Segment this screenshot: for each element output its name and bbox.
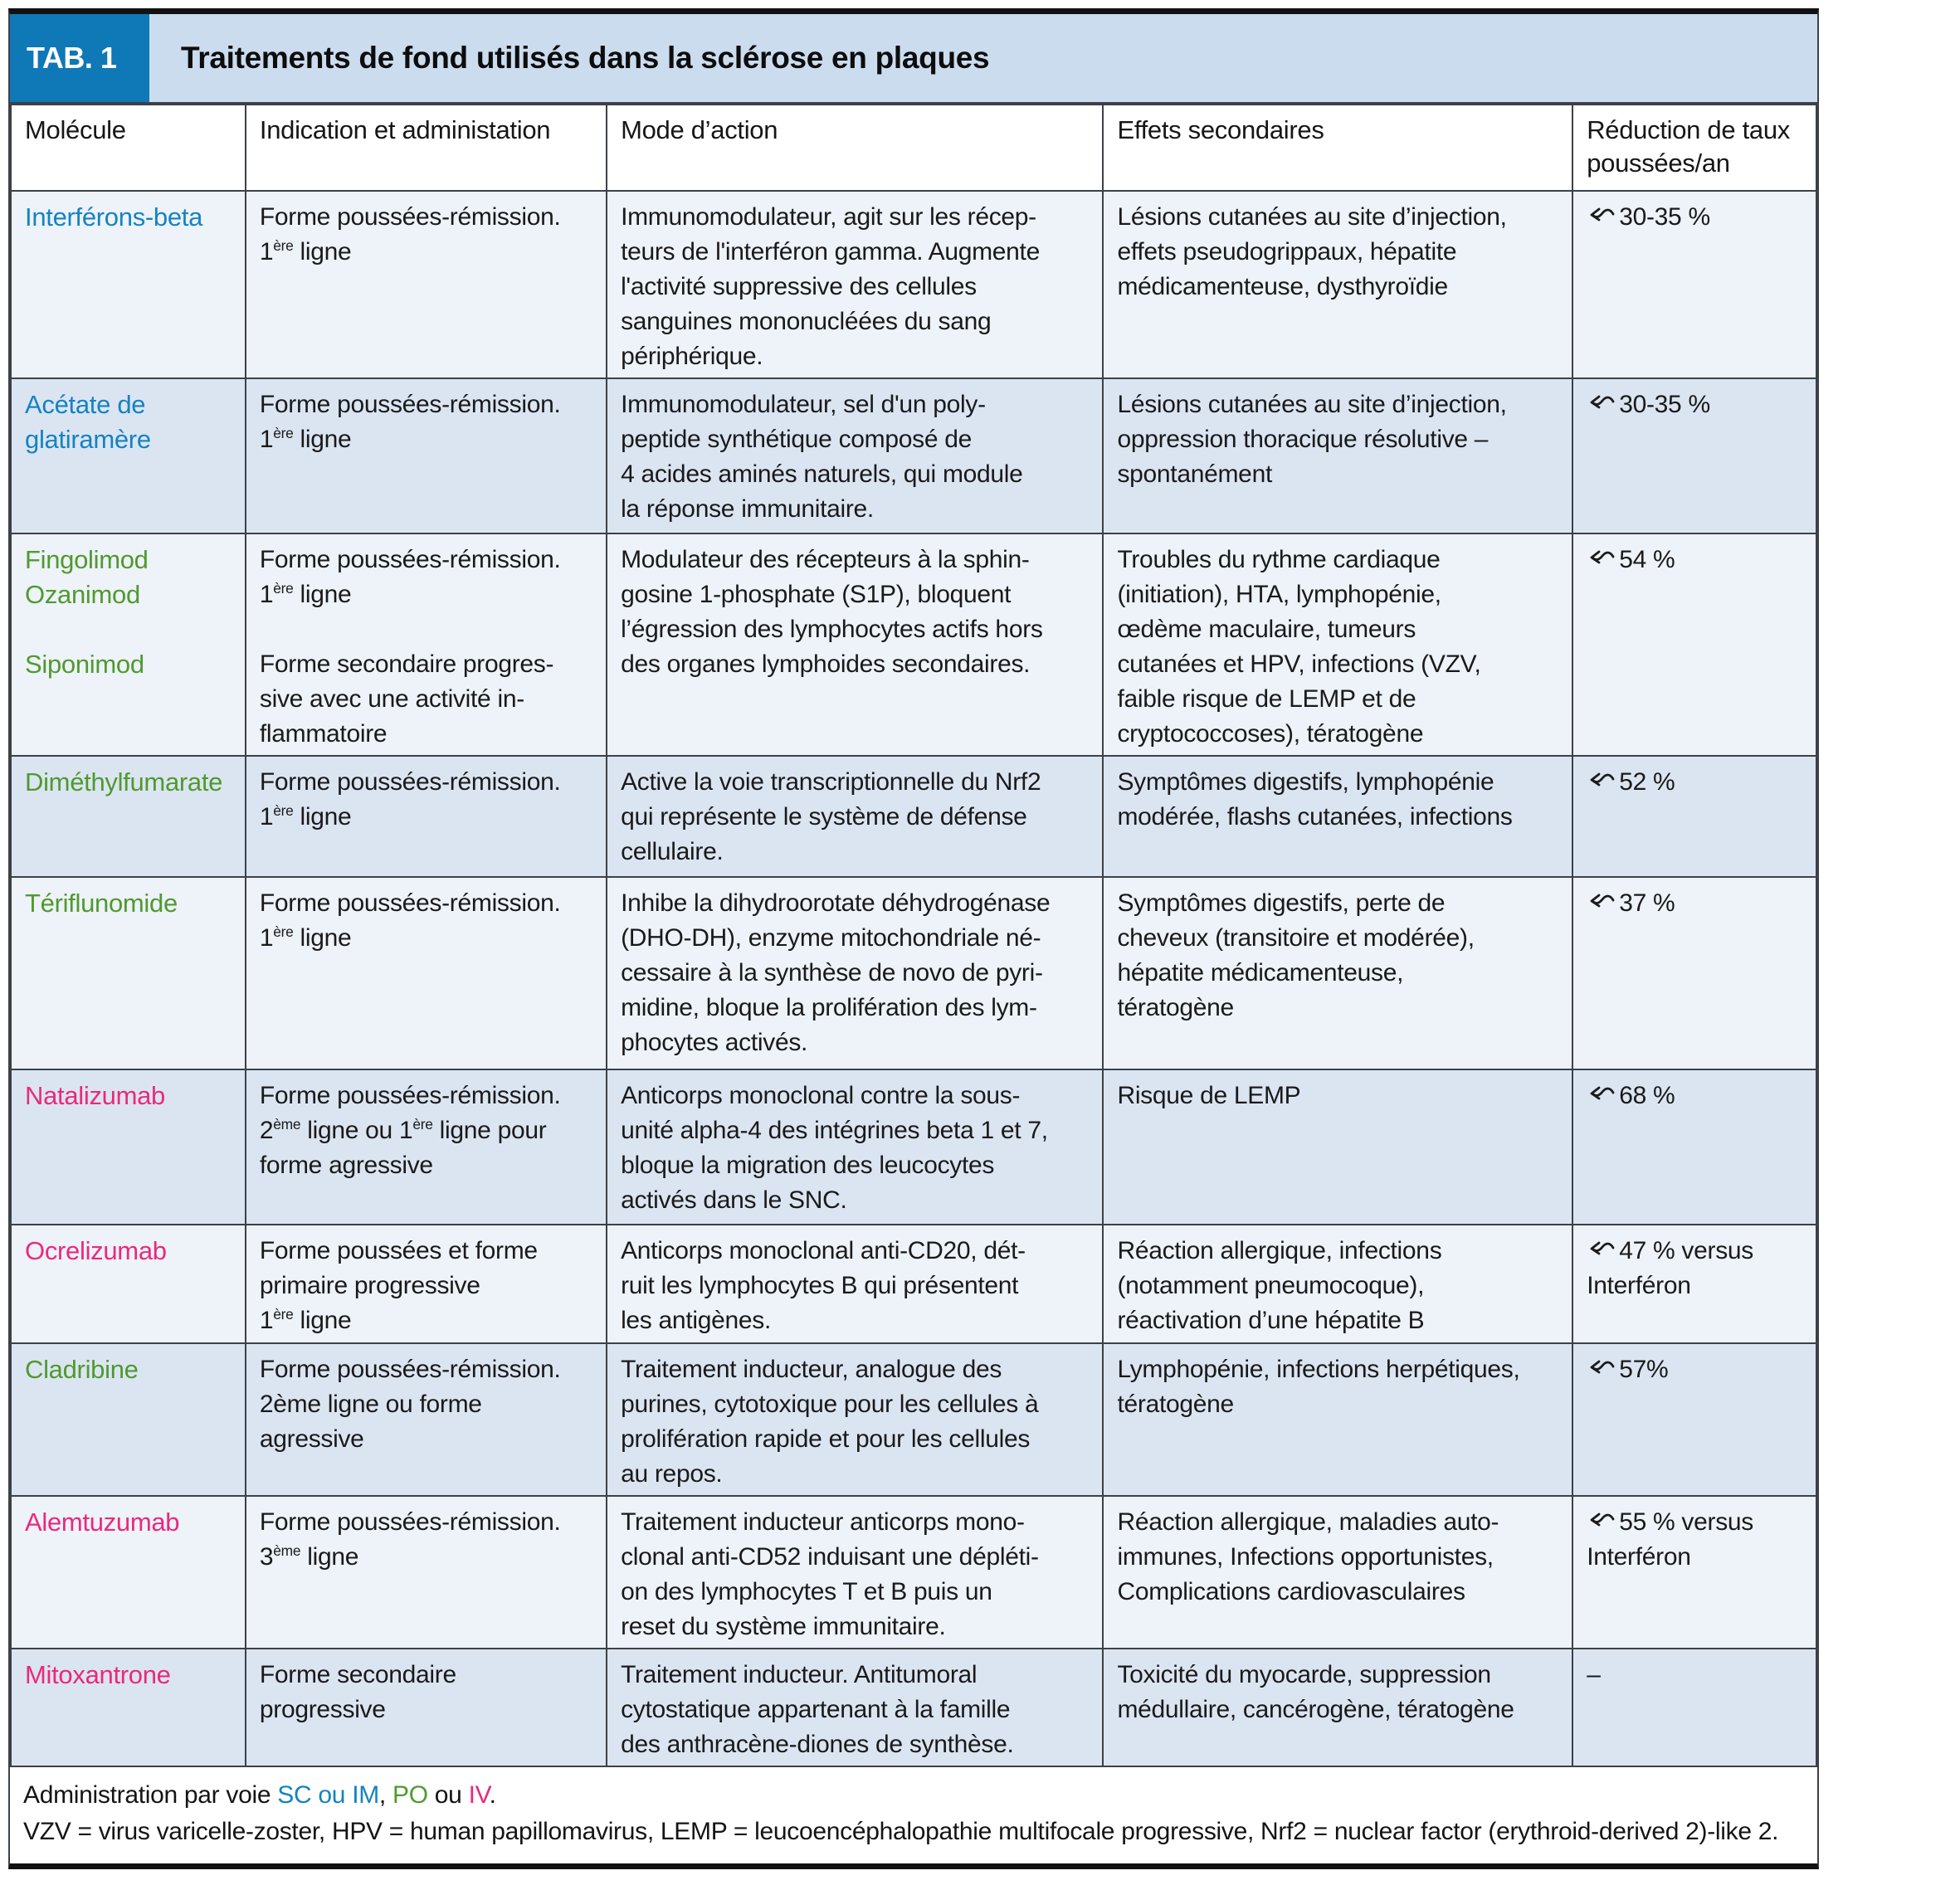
reduction-cell: – bbox=[1572, 1648, 1817, 1767]
molecule-cell: Tériflunomide bbox=[10, 876, 246, 1070]
col-header-effects: Effets secondaires bbox=[1102, 104, 1574, 192]
tab-number-badge: TAB. 1 bbox=[10, 14, 149, 102]
reduction-cell: 68 % bbox=[1572, 1069, 1817, 1225]
approx-decrease-wave-arrow-icon bbox=[1590, 1241, 1615, 1255]
approx-decrease-wave-arrow-icon bbox=[1590, 207, 1615, 222]
molecule-cell: Fingolimod Ozanimod Siponimod bbox=[10, 533, 246, 757]
col-header-molecule: Molécule bbox=[10, 104, 246, 192]
approx-decrease-wave-arrow-icon bbox=[1590, 1360, 1615, 1374]
effects-cell: Symptômes digestifs, lymphopénie modérée,… bbox=[1102, 755, 1574, 878]
effects-cell: Toxicité du myocarde, suppression médulla… bbox=[1102, 1648, 1574, 1767]
effects-cell: Symptômes digestifs, perte de cheveux (tr… bbox=[1102, 876, 1574, 1070]
col-header-indication: Indication et administation bbox=[244, 104, 608, 192]
indication-cell: Forme poussées-rémission. 1ère ligne bbox=[244, 876, 608, 1070]
footnote-administration: Administration par voie SC ou IM, PO ou … bbox=[23, 1781, 496, 1809]
indication-cell: Forme poussées-rémission. 2ème ligne ou f… bbox=[244, 1342, 608, 1497]
molecule-cell: Natalizumab bbox=[10, 1069, 246, 1225]
reduction-cell: 55 % versus Interféron bbox=[1572, 1495, 1817, 1649]
mode-cell: Traitement inducteur, analogue des purine… bbox=[606, 1342, 1104, 1497]
approx-decrease-wave-arrow-icon bbox=[1590, 395, 1615, 409]
approx-decrease-wave-arrow-icon bbox=[1590, 1086, 1615, 1100]
table-body: Interférons-beta Forme poussées-rémission… bbox=[10, 190, 1817, 1767]
effects-cell: Lésions cutanées au site d’injection, eff… bbox=[1102, 190, 1574, 379]
indication-cell: Forme poussées et forme primaire progress… bbox=[244, 1224, 608, 1344]
table-row: Mitoxantrone Forme secondaire progressive T… bbox=[10, 1648, 1817, 1767]
molecule-cell: Interférons-beta bbox=[10, 190, 246, 379]
indication-cell: Forme poussées-rémission. 1ère ligne Forme… bbox=[244, 533, 608, 757]
indication-cell: Forme secondaire progressive bbox=[244, 1648, 608, 1767]
reduction-cell: 54 % bbox=[1572, 533, 1817, 757]
table-titlebar: TAB. 1 Traitements de fond utilisés dans… bbox=[10, 14, 1817, 104]
indication-cell: Forme poussées-rémission. 1ère ligne bbox=[244, 190, 608, 379]
reduction-cell: 57% bbox=[1572, 1342, 1817, 1497]
approx-decrease-wave-arrow-icon bbox=[1590, 1512, 1615, 1527]
table-row: Natalizumab Forme poussées-rémission. 2ème… bbox=[10, 1069, 1817, 1225]
footnotes: Administration par voie SC ou IM, PO ou … bbox=[10, 1767, 1817, 1863]
table-row: Acétate de glatiramère Forme poussées-rémi… bbox=[10, 378, 1817, 534]
treatments-table: Molécule Indication et administation Mod… bbox=[10, 104, 1817, 1767]
mode-cell: Active la voie transcriptionnelle du Nrf… bbox=[606, 755, 1104, 878]
molecule-cell: Mitoxantrone bbox=[10, 1648, 246, 1767]
reduction-cell: 47 % versus Interféron bbox=[1572, 1224, 1817, 1344]
mode-cell: Anticorps monoclonal contre la sous-unit… bbox=[606, 1069, 1104, 1225]
table-title: Traitements de fond utilisés dans la scl… bbox=[181, 41, 990, 75]
table-frame: TAB. 1 Traitements de fond utilisés dans… bbox=[8, 8, 1819, 1869]
reduction-cell: 52 % bbox=[1572, 755, 1817, 878]
col-header-reduction: Réduction de taux poussées/an bbox=[1572, 104, 1817, 192]
mode-cell: Inhibe la dihydroorotate déhydrogénase (D… bbox=[606, 876, 1104, 1070]
mode-cell: Immunomodulateur, sel d'un poly-peptide … bbox=[606, 378, 1104, 534]
approx-decrease-wave-arrow-icon bbox=[1590, 894, 1615, 908]
reduction-cell: 37 % bbox=[1572, 876, 1817, 1070]
mode-cell: Anticorps monoclonal anti-CD20, dét-ruit… bbox=[606, 1224, 1104, 1344]
indication-cell: Forme poussées-rémission. 2ème ligne ou 1… bbox=[244, 1069, 608, 1225]
mode-cell: Modulateur des récepteurs à la sphin-gos… bbox=[606, 533, 1104, 757]
table-header-row: Molécule Indication et administation Mod… bbox=[10, 104, 1817, 192]
table-row: Interférons-beta Forme poussées-rémission… bbox=[10, 190, 1817, 379]
effects-cell: Lésions cutanées au site d’injection, opp… bbox=[1102, 378, 1574, 534]
indication-cell: Forme poussées-rémission. 1ère ligne bbox=[244, 378, 608, 534]
table-row: Diméthylfumarate Forme poussées-rémission… bbox=[10, 755, 1817, 878]
effects-cell: Lymphopénie, infections herpétiques, téra… bbox=[1102, 1342, 1574, 1497]
table-row: Alemtuzumab Forme poussées-rémission. 3ème… bbox=[10, 1495, 1817, 1649]
reduction-cell: 30-35 % bbox=[1572, 190, 1817, 379]
approx-decrease-wave-arrow-icon bbox=[1590, 772, 1615, 787]
mode-cell: Immunomodulateur, agit sur les récep-teu… bbox=[606, 190, 1104, 379]
effects-cell: Troubles du rythme cardiaque (initiation)… bbox=[1102, 533, 1574, 757]
effects-cell: Risque de LEMP bbox=[1102, 1069, 1574, 1225]
col-header-mode: Mode d’action bbox=[606, 104, 1104, 192]
table-row: Cladribine Forme poussées-rémission. 2ème … bbox=[10, 1342, 1817, 1497]
molecule-cell: Acétate de glatiramère bbox=[10, 378, 246, 534]
mode-cell: Traitement inducteur. Antitumoral cytosta… bbox=[606, 1648, 1104, 1767]
footnote-abbreviations: VZV = virus varicelle-zoster, HPV = huma… bbox=[23, 1818, 1779, 1845]
molecule-cell: Cladribine bbox=[10, 1342, 246, 1497]
table-row: Fingolimod Ozanimod Siponimod Forme poussée… bbox=[10, 533, 1817, 757]
approx-decrease-wave-arrow-icon bbox=[1590, 550, 1615, 564]
molecule-cell: Alemtuzumab bbox=[10, 1495, 246, 1649]
indication-cell: Forme poussées-rémission. 1ère ligne bbox=[244, 755, 608, 878]
mode-cell: Traitement inducteur anticorps mono-clon… bbox=[606, 1495, 1104, 1649]
effects-cell: Réaction allergique, maladies auto-immun… bbox=[1102, 1495, 1574, 1649]
table-row: Ocrelizumab Forme poussées et forme primai… bbox=[10, 1224, 1817, 1344]
indication-cell: Forme poussées-rémission. 3ème ligne bbox=[244, 1495, 608, 1649]
table-row: Tériflunomide Forme poussées-rémission. 1è… bbox=[10, 876, 1817, 1070]
effects-cell: Réaction allergique, infections (notammen… bbox=[1102, 1224, 1574, 1344]
molecule-cell: Ocrelizumab bbox=[10, 1224, 246, 1344]
molecule-cell: Diméthylfumarate bbox=[10, 755, 246, 878]
reduction-cell: 30-35 % bbox=[1572, 378, 1817, 534]
